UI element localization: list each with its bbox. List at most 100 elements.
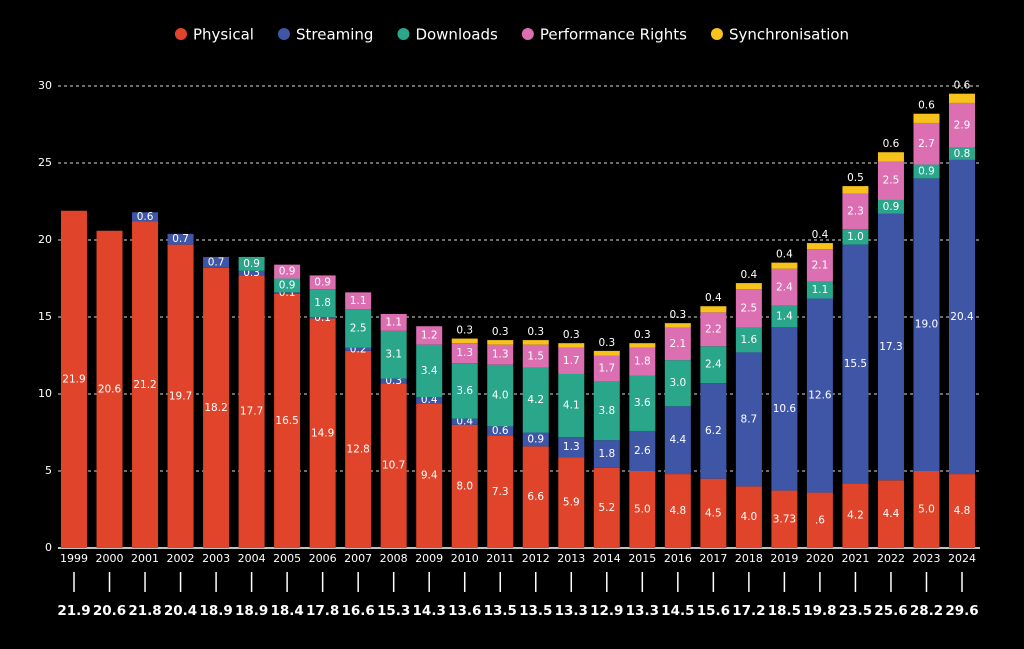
bar-segment — [132, 221, 159, 548]
bar-segment — [238, 275, 265, 548]
bar-segment — [274, 278, 301, 293]
data-label: 1.8 — [634, 356, 651, 368]
data-label: 4.0 — [741, 511, 758, 523]
y-tick-label: 20 — [38, 233, 52, 246]
data-label: 21.9 — [62, 373, 85, 385]
total-label: 18.9 — [199, 603, 232, 619]
bar-segment — [203, 256, 230, 268]
bar-segment — [203, 267, 230, 548]
bar-segment — [593, 355, 620, 382]
bar-segment — [806, 281, 833, 299]
bar-segment — [345, 309, 372, 348]
bar-segment — [877, 480, 904, 548]
data-label: 0.6 — [492, 425, 509, 437]
data-label: 6.2 — [705, 425, 722, 437]
bar-segment — [842, 229, 869, 245]
data-label: 10.6 — [773, 403, 797, 415]
data-label: 0.3 — [492, 326, 509, 338]
bar-segment — [558, 373, 585, 438]
legend-marker — [277, 28, 290, 40]
bar-segment — [487, 364, 514, 427]
bar-segment — [416, 344, 443, 398]
data-label: 0.9 — [527, 433, 544, 445]
x-tick-label: 2006 — [309, 552, 337, 565]
x-tick-label: 2014 — [593, 552, 621, 565]
data-label: 4.5 — [705, 507, 722, 519]
total-label: 13.3 — [555, 603, 588, 619]
data-label: 4.4 — [669, 434, 686, 446]
total-label: 19.8 — [803, 603, 836, 619]
data-label: 4.2 — [527, 394, 544, 406]
legend-label: Physical — [193, 26, 254, 44]
bar-segment — [274, 292, 301, 294]
data-label: 1.2 — [421, 329, 438, 341]
total-label: 18.5 — [768, 603, 801, 619]
bar-segment — [629, 347, 656, 376]
y-tick-label: 0 — [45, 541, 52, 554]
data-label: 4.8 — [954, 505, 971, 517]
bar-segment — [380, 378, 407, 384]
bar-segment — [451, 338, 478, 344]
bar-segment — [309, 318, 336, 548]
bar-segment — [451, 363, 478, 419]
data-label: 12.6 — [808, 390, 832, 402]
data-label: 8.7 — [741, 413, 758, 425]
data-label: 0.6 — [883, 138, 900, 150]
x-tick-label: 2009 — [415, 552, 443, 565]
data-label: 2.3 — [847, 206, 864, 218]
y-tick-label: 25 — [38, 156, 52, 169]
bar-segment — [558, 437, 585, 458]
total-label: 17.8 — [306, 603, 339, 619]
bar-segment — [593, 381, 620, 441]
bar-segment — [167, 244, 194, 548]
data-label: 0.4 — [456, 416, 473, 428]
bar-segment — [949, 159, 975, 475]
bar-segment — [629, 430, 656, 471]
x-tick-label: 2003 — [202, 552, 230, 565]
total-label: 18.9 — [235, 603, 268, 619]
total-label: 13.3 — [626, 603, 659, 619]
bar-segment — [842, 483, 869, 548]
bar-segment — [238, 256, 265, 271]
total-label: 13.5 — [519, 603, 552, 619]
bar-segment — [700, 346, 727, 384]
bar-segment — [842, 244, 869, 484]
bar-segment — [913, 122, 940, 165]
data-label: 0.4 — [812, 229, 829, 241]
bar-segment — [593, 467, 620, 548]
bar-segment — [274, 264, 301, 279]
bar-segment — [877, 199, 904, 214]
data-label: 1.1 — [385, 316, 402, 328]
bar-segment — [558, 343, 585, 348]
legend-label: Synchronisation — [729, 26, 849, 44]
data-label: 20.4 — [950, 311, 974, 323]
bar-segment — [451, 418, 478, 425]
data-label: 1.0 — [847, 231, 864, 243]
bar-segment — [700, 478, 727, 548]
data-label: 1.3 — [456, 347, 473, 359]
data-label: 3.8 — [598, 405, 615, 417]
data-label: 21.2 — [133, 379, 156, 391]
bar-segment — [487, 426, 514, 436]
bar-segment — [522, 340, 549, 345]
data-label: 4.1 — [563, 400, 580, 412]
data-label: 1.7 — [598, 363, 615, 375]
bar-segment — [416, 397, 443, 404]
data-label: 0.9 — [279, 279, 296, 291]
y-tick-label: 30 — [38, 79, 52, 92]
bar-segment — [806, 243, 833, 250]
data-label: 2.7 — [918, 138, 935, 150]
x-tick-label: 1999 — [60, 552, 88, 565]
data-label: 0.3 — [634, 329, 651, 341]
bar-segment — [735, 327, 762, 353]
bar-segment — [451, 424, 478, 548]
bar-segment — [345, 347, 372, 351]
bar-segment — [61, 210, 87, 549]
data-label: 4.4 — [883, 508, 900, 520]
legend-marker — [710, 28, 723, 40]
x-tick-label: 2016 — [664, 552, 692, 565]
data-label: 3.0 — [669, 377, 686, 389]
data-label: 1.4 — [776, 311, 793, 323]
x-tick-label: 2012 — [522, 552, 550, 565]
